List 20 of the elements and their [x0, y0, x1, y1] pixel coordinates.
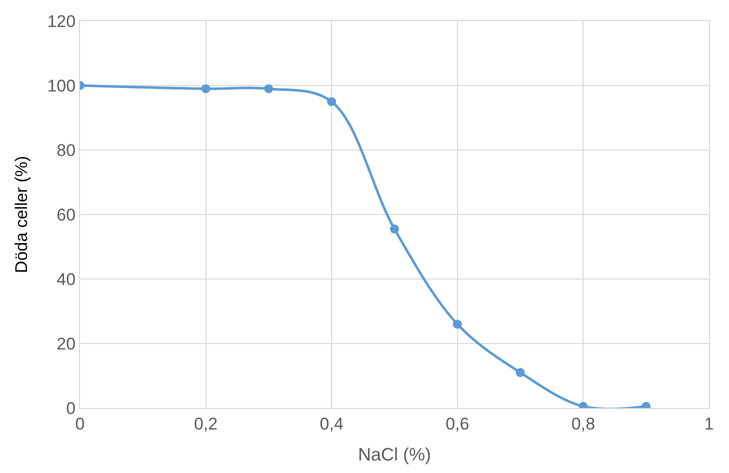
y-tick-label: 0	[66, 398, 76, 418]
x-tick-label: 0,6	[446, 414, 470, 434]
point	[264, 84, 274, 94]
x-tick-label: 0,2	[194, 414, 218, 434]
y-tick-label: 120	[47, 12, 76, 31]
x-axis-title: NaCl (%)	[358, 444, 432, 464]
y-tick-label: 60	[56, 205, 76, 224]
y-tick-label: 40	[56, 270, 76, 289]
y-tick-label: 20	[56, 334, 76, 354]
x-tick-label: 0,4	[320, 414, 344, 434]
y-axis-title: Döda celler (%)	[12, 156, 31, 274]
point	[327, 97, 336, 106]
x-tick-label: 0,8	[571, 414, 596, 434]
y-tick-label: 80	[56, 140, 76, 160]
x-tick-label: 1	[704, 414, 714, 434]
y-tick-label: 100	[47, 76, 76, 96]
point	[516, 368, 525, 378]
point	[201, 84, 210, 94]
point	[390, 224, 399, 234]
point	[452, 320, 462, 329]
